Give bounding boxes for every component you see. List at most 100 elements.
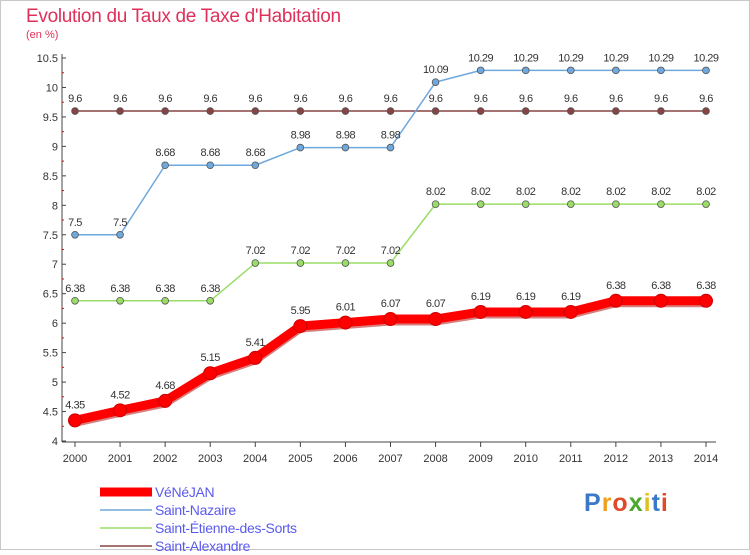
x-tick-label: 2008 [423,453,447,465]
data-point-saint-tienne-des-sorts [116,296,124,305]
legend-label-saint-etienne-des-sorts: Saint-Étienne-des-Sorts [155,520,297,536]
chart-title: Evolution du Taux de Taxe d'Habitation [26,6,341,27]
y-tick-label: 4.5 [43,407,58,419]
data-label-v-n-jan: 4.35 [65,399,85,411]
data-label-saint-tienne-des-sorts: 6.38 [65,283,85,295]
data-label-saint-nazaire: 10.29 [513,52,538,64]
data-label-saint-tienne-des-sorts: 7.02 [246,245,266,257]
data-point-saint-nazaire [251,161,260,170]
x-tick-label: 2004 [243,453,267,465]
data-label-saint-nazaire: 8.68 [201,147,221,159]
data-label-saint-nazaire: 10.29 [693,52,718,64]
data-point-v-n-jan [338,315,353,330]
y-tick-label: 6 [52,318,58,330]
data-label-v-n-jan: 6.19 [471,291,491,303]
data-label-saint-tienne-des-sorts: 7.02 [291,245,311,257]
y-tick-label: 10.5 [37,53,58,65]
logo-letter: r [601,489,613,517]
data-point-v-n-jan [158,393,173,408]
data-label-saint-alexandre: 9.6 [564,93,578,105]
data-point-saint-tienne-des-sorts [71,296,79,305]
x-tick-label: 2013 [649,453,673,465]
data-label-v-n-jan: 6.01 [336,302,356,314]
data-label-saint-tienne-des-sorts: 8.02 [426,186,446,198]
data-point-saint-nazaire [296,143,305,152]
data-point-saint-alexandre [566,107,575,115]
proxiti-logo: Proxiti [584,489,669,518]
data-label-saint-tienne-des-sorts: 8.02 [516,186,536,198]
x-tick-label: 2009 [468,453,492,465]
y-tick-label: 9 [52,141,58,153]
data-point-v-n-jan [563,304,578,319]
data-point-saint-tienne-des-sorts [161,296,169,305]
x-tick-label: 2003 [198,453,222,465]
data-label-saint-nazaire: 8.98 [291,130,311,142]
data-point-saint-tienne-des-sorts [657,200,665,208]
data-point-saint-tienne-des-sorts [476,200,485,208]
y-tick-label: 8.5 [43,171,58,183]
x-tick-label: 2000 [63,453,87,465]
data-point-saint-nazaire [206,161,215,170]
y-tick-label: 8 [52,200,58,212]
data-label-saint-nazaire: 10.09 [423,64,448,76]
data-point-saint-alexandre [702,107,710,115]
data-point-saint-alexandre [296,107,305,115]
y-tick-label: 4 [52,436,58,448]
data-label-saint-alexandre: 9.6 [293,93,307,105]
data-point-saint-nazaire [657,66,665,75]
data-label-saint-alexandre: 9.6 [113,93,127,105]
logo-letter: i [643,489,652,517]
data-label-saint-nazaire: 10.29 [558,52,583,64]
data-point-saint-alexandre [71,107,79,115]
data-point-saint-tienne-des-sorts [251,259,260,267]
legend: VéNéJAN Saint-Nazaire Saint-Étienne-des-… [100,483,297,555]
legend-item-saint-alexandre: Saint-Alexandre [100,537,297,555]
data-point-saint-alexandre [116,107,124,115]
data-point-saint-alexandre [612,107,620,115]
data-label-saint-tienne-des-sorts: 8.02 [696,186,716,198]
data-label-saint-nazaire: 7.5 [113,217,127,229]
y-tick-label: 7.5 [43,230,58,242]
legend-item-venejan: VéNéJAN [100,483,297,501]
data-label-saint-nazaire: 10.29 [468,52,493,64]
data-label-saint-alexandre: 9.6 [339,93,353,105]
logo-letter: o [612,489,629,517]
legend-item-saint-nazaire: Saint-Nazaire [100,501,297,519]
data-point-saint-nazaire [566,66,575,75]
data-point-saint-alexandre [251,107,260,115]
data-point-saint-alexandre [657,107,665,115]
data-point-saint-tienne-des-sorts [206,296,215,305]
legend-swatch-saint-etienne-des-sorts [100,527,152,529]
data-label-saint-alexandre: 9.6 [474,93,488,105]
data-label-v-n-jan: 4.68 [155,380,175,392]
x-tick-label: 2014 [694,453,718,465]
data-point-saint-tienne-des-sorts [702,200,710,208]
data-label-saint-alexandre: 9.6 [429,93,443,105]
data-label-v-n-jan: 6.38 [606,280,626,292]
y-tick-label: 6.5 [43,289,58,301]
legend-swatch-saint-nazaire [100,509,152,511]
data-point-v-n-jan [428,312,443,327]
data-label-saint-tienne-des-sorts: 6.38 [155,283,175,295]
data-label-v-n-jan: 5.95 [291,305,311,317]
x-tick-label: 2010 [513,453,537,465]
data-label-v-n-jan: 6.19 [561,291,581,303]
data-point-v-n-jan [518,304,533,319]
data-point-saint-tienne-des-sorts [521,200,530,208]
data-label-v-n-jan: 6.19 [516,291,536,303]
data-label-v-n-jan: 6.07 [426,298,446,310]
unit-label: (en %) [26,29,59,41]
data-point-v-n-jan [113,403,128,418]
data-label-saint-alexandre: 9.6 [699,93,713,105]
y-tick-label: 5 [52,377,58,389]
x-tick-label: 2011 [559,453,583,465]
data-label-saint-tienne-des-sorts: 8.02 [561,186,581,198]
data-label-saint-tienne-des-sorts: 7.02 [336,245,356,257]
data-point-v-n-jan [608,293,623,308]
logo-letter: P [584,489,602,517]
data-label-saint-nazaire: 8.68 [155,147,175,159]
data-label-saint-tienne-des-sorts: 6.38 [110,283,130,295]
data-label-v-n-jan: 5.41 [246,337,266,349]
